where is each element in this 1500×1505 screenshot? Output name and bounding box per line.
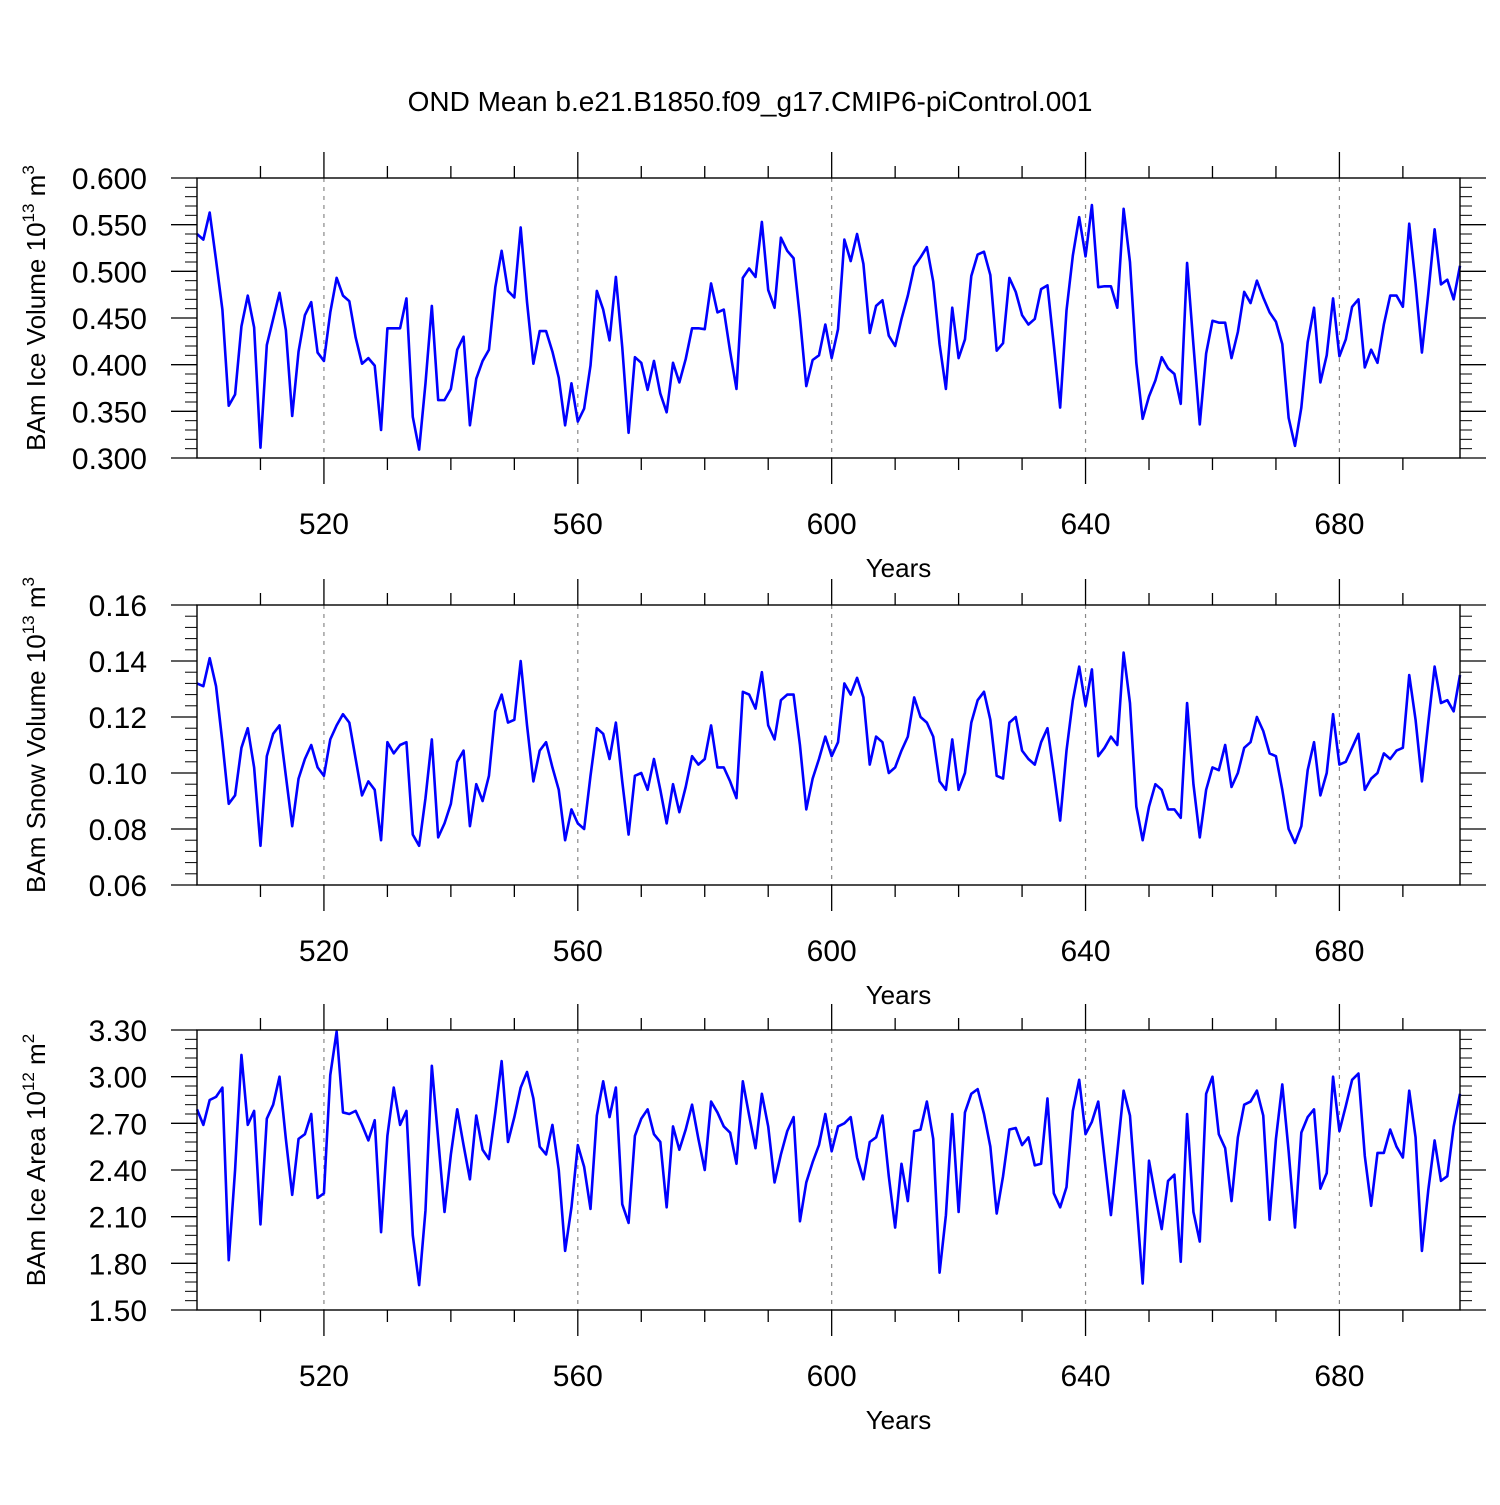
y-axis-label: BAm Ice Volume 1013 m3 — [19, 165, 51, 451]
y-tick-label: 0.600 — [72, 163, 147, 196]
x-tick-label: 640 — [1061, 508, 1111, 541]
plot-frame — [196, 177, 1461, 459]
y-tick-label: 3.00 — [89, 1062, 147, 1095]
y-axis-label: BAm Ice Area 1012 m2 — [19, 1034, 51, 1286]
y-tick-label: 0.08 — [89, 814, 147, 847]
y-tick-label: 2.70 — [89, 1108, 147, 1141]
x-tick-label: 560 — [553, 508, 603, 541]
y-tick-label: 3.30 — [89, 1015, 147, 1048]
chart-panel-2: 0.06 0.08 0.10 0.12 0.14 0.16 520 560 600 640 680 Y… — [19, 577, 1486, 1010]
chart-panel-1: 0.300 0.350 0.400 0.450 0.500 0.550 0.600 520 56… — [19, 152, 1486, 583]
x-tick-label: 640 — [1061, 935, 1111, 968]
x-axis-label: Years — [866, 553, 932, 583]
y-tick-label: 0.14 — [89, 646, 147, 679]
y-tick-label: 0.400 — [72, 350, 147, 383]
y-tick-label: 0.16 — [89, 590, 147, 623]
y-tick-label: 1.80 — [89, 1248, 147, 1281]
x-axis-label: Years — [866, 1405, 932, 1435]
y-tick-label: 0.12 — [89, 702, 147, 735]
y-axis-label: BAm Snow Volume 1013 m3 — [19, 577, 51, 893]
x-axis-label: Years — [866, 980, 932, 1010]
x-tick-label: 640 — [1061, 1360, 1111, 1393]
y-tick-label: 0.550 — [72, 210, 147, 243]
chart-panel-3: 1.50 1.80 2.10 2.40 2.70 3.00 3.30 520 560 600 640… — [19, 1004, 1486, 1435]
y-tick-label: 0.06 — [89, 870, 147, 903]
x-tick-label: 560 — [553, 1360, 603, 1393]
x-tick-label: 520 — [299, 1360, 349, 1393]
plot-frame — [196, 1029, 1461, 1311]
x-tick-label: 680 — [1314, 1360, 1364, 1393]
y-tick-label: 0.10 — [89, 758, 147, 791]
x-tick-label: 600 — [807, 935, 857, 968]
y-tick-label: 0.450 — [72, 303, 147, 336]
y-tick-label: 2.10 — [89, 1202, 147, 1235]
x-tick-label: 600 — [807, 508, 857, 541]
y-tick-label: 2.40 — [89, 1155, 147, 1188]
y-tick-label: 1.50 — [89, 1295, 147, 1328]
y-tick-label: 0.300 — [72, 443, 147, 476]
data-series-line — [196, 203, 1462, 451]
data-series-line — [195, 1030, 1462, 1287]
y-tick-label: 0.350 — [72, 396, 147, 429]
x-tick-label: 560 — [553, 935, 603, 968]
chart-title: OND Mean b.e21.B1850.f09_g17.CMIP6-piCon… — [407, 86, 1093, 117]
plot-frame — [196, 604, 1461, 886]
x-tick-label: 520 — [299, 935, 349, 968]
x-tick-label: 600 — [807, 1360, 857, 1393]
x-tick-label: 520 — [299, 508, 349, 541]
x-tick-label: 680 — [1314, 508, 1364, 541]
x-tick-label: 680 — [1314, 935, 1364, 968]
data-series-line — [196, 651, 1462, 848]
y-tick-label: 0.500 — [72, 256, 147, 289]
